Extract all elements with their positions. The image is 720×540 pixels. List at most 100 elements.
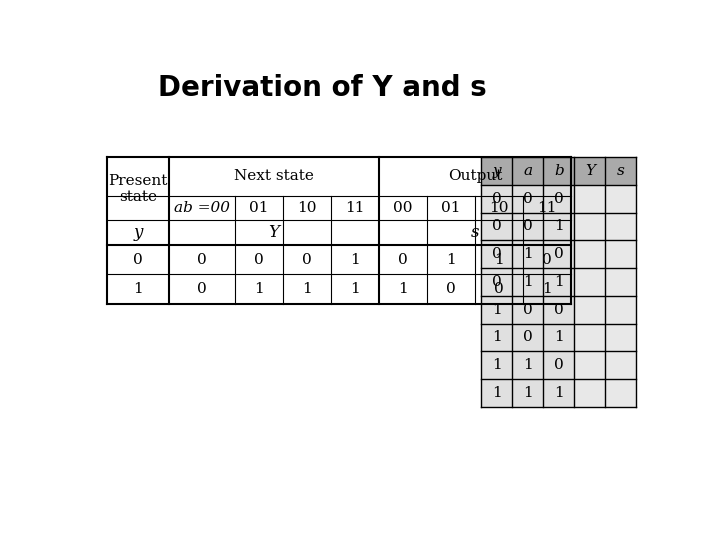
- Text: 1: 1: [446, 253, 456, 267]
- Text: 0: 0: [523, 192, 533, 206]
- Text: 0: 0: [197, 282, 207, 296]
- Text: 1: 1: [133, 282, 143, 296]
- Bar: [513, 379, 544, 407]
- Bar: [606, 323, 636, 351]
- Text: Present
state: Present state: [109, 174, 168, 204]
- Text: y: y: [492, 164, 501, 178]
- Text: 0: 0: [523, 219, 533, 233]
- Bar: [606, 240, 636, 268]
- Text: 1: 1: [523, 247, 533, 261]
- Text: 11: 11: [346, 201, 365, 215]
- Bar: [544, 240, 575, 268]
- Text: 1: 1: [495, 253, 504, 267]
- Text: 0: 0: [492, 247, 502, 261]
- Bar: [544, 323, 575, 351]
- Text: 00: 00: [393, 201, 413, 215]
- Bar: [544, 213, 575, 240]
- Bar: [482, 379, 513, 407]
- Text: 1: 1: [254, 282, 264, 296]
- Text: 0: 0: [554, 302, 564, 316]
- Text: 1: 1: [523, 386, 533, 400]
- Bar: [107, 157, 571, 303]
- Text: 1: 1: [492, 330, 502, 345]
- Text: 1: 1: [523, 275, 533, 289]
- Bar: [606, 185, 636, 213]
- Bar: [606, 351, 636, 379]
- Text: 1: 1: [523, 358, 533, 372]
- Text: s: s: [471, 224, 480, 241]
- Text: Derivation of Y and s: Derivation of Y and s: [158, 74, 487, 102]
- Bar: [513, 268, 544, 296]
- Bar: [513, 157, 544, 185]
- Text: 0: 0: [492, 192, 502, 206]
- Text: Next state: Next state: [234, 170, 314, 184]
- Bar: [482, 213, 513, 240]
- Text: ab =00: ab =00: [174, 201, 230, 215]
- Text: 1: 1: [350, 253, 360, 267]
- Bar: [544, 351, 575, 379]
- Bar: [482, 296, 513, 323]
- Text: 1: 1: [542, 282, 552, 296]
- Text: 0: 0: [398, 253, 408, 267]
- Text: Output: Output: [448, 170, 503, 184]
- Text: s: s: [617, 164, 625, 178]
- Text: 0: 0: [554, 247, 564, 261]
- Text: 1: 1: [492, 302, 502, 316]
- Bar: [482, 240, 513, 268]
- Text: 0: 0: [523, 330, 533, 345]
- Text: 1: 1: [554, 219, 564, 233]
- Bar: [544, 185, 575, 213]
- Text: 0: 0: [554, 192, 564, 206]
- Text: 1: 1: [554, 330, 564, 345]
- Bar: [513, 240, 544, 268]
- Text: 1: 1: [554, 275, 564, 289]
- Text: 0: 0: [523, 302, 533, 316]
- Bar: [606, 268, 636, 296]
- Bar: [513, 351, 544, 379]
- Bar: [513, 213, 544, 240]
- Text: 0: 0: [495, 282, 504, 296]
- Text: 0: 0: [542, 253, 552, 267]
- Bar: [513, 185, 544, 213]
- Text: 01: 01: [249, 201, 269, 215]
- Bar: [575, 185, 606, 213]
- Bar: [575, 240, 606, 268]
- Text: Y: Y: [585, 164, 595, 178]
- Bar: [482, 351, 513, 379]
- Bar: [606, 213, 636, 240]
- Text: 0: 0: [254, 253, 264, 267]
- Text: 1: 1: [554, 386, 564, 400]
- Text: 1: 1: [302, 282, 312, 296]
- Text: a: a: [523, 164, 532, 178]
- Text: 1: 1: [492, 386, 502, 400]
- Bar: [513, 323, 544, 351]
- Bar: [482, 268, 513, 296]
- Bar: [606, 157, 636, 185]
- Text: b: b: [554, 164, 564, 178]
- Text: 0: 0: [492, 275, 502, 289]
- Bar: [544, 296, 575, 323]
- Bar: [575, 268, 606, 296]
- Bar: [482, 323, 513, 351]
- Bar: [513, 296, 544, 323]
- Text: 0: 0: [554, 358, 564, 372]
- Text: 1: 1: [398, 282, 408, 296]
- Text: 1: 1: [492, 358, 502, 372]
- Bar: [575, 157, 606, 185]
- Bar: [575, 323, 606, 351]
- Text: 01: 01: [441, 201, 461, 215]
- Text: 10: 10: [297, 201, 317, 215]
- Bar: [482, 185, 513, 213]
- Text: 0: 0: [492, 219, 502, 233]
- Text: Y: Y: [269, 224, 279, 241]
- Text: 10: 10: [490, 201, 509, 215]
- Bar: [482, 157, 513, 185]
- Text: 1: 1: [350, 282, 360, 296]
- Bar: [544, 157, 575, 185]
- Text: 0: 0: [302, 253, 312, 267]
- Text: 0: 0: [446, 282, 456, 296]
- Bar: [575, 351, 606, 379]
- Bar: [575, 213, 606, 240]
- Text: 0: 0: [133, 253, 143, 267]
- Bar: [606, 296, 636, 323]
